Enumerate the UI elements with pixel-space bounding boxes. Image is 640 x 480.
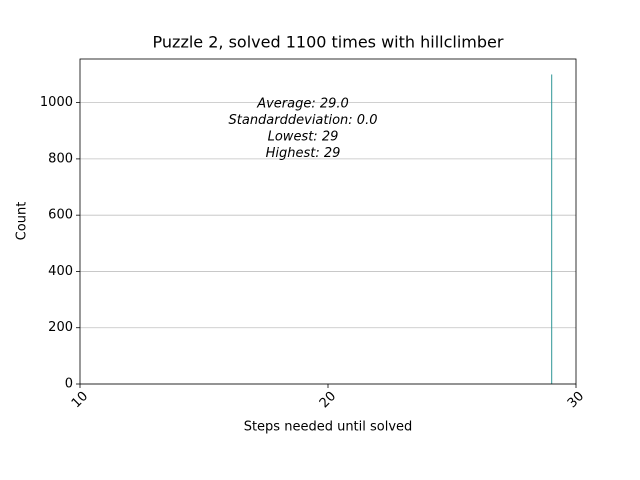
annotation: Lowest: 29	[268, 130, 339, 145]
annotation: Highest: 29	[266, 146, 341, 161]
bar	[551, 74, 553, 384]
y-tick-label: 1000	[40, 95, 73, 110]
x-tick-label: 30	[565, 389, 587, 411]
x-tick-label: 20	[317, 389, 339, 411]
y-tick-label: 200	[48, 320, 73, 335]
y-axis-label: Count	[15, 202, 30, 241]
annotation: Standarddeviation: 0.0	[229, 113, 378, 128]
y-tick-label: 600	[48, 208, 73, 223]
y-tick-label: 800	[48, 151, 73, 166]
chart-title: Puzzle 2, solved 1100 times with hillcli…	[153, 33, 504, 52]
annotation: Average: 29.0	[256, 97, 349, 112]
x-axis-label: Steps needed until solved	[244, 420, 413, 435]
x-tick-label: 10	[69, 389, 91, 411]
y-tick-label: 0	[65, 377, 73, 392]
axes-frame	[79, 58, 577, 385]
y-tick-label: 400	[48, 264, 73, 279]
